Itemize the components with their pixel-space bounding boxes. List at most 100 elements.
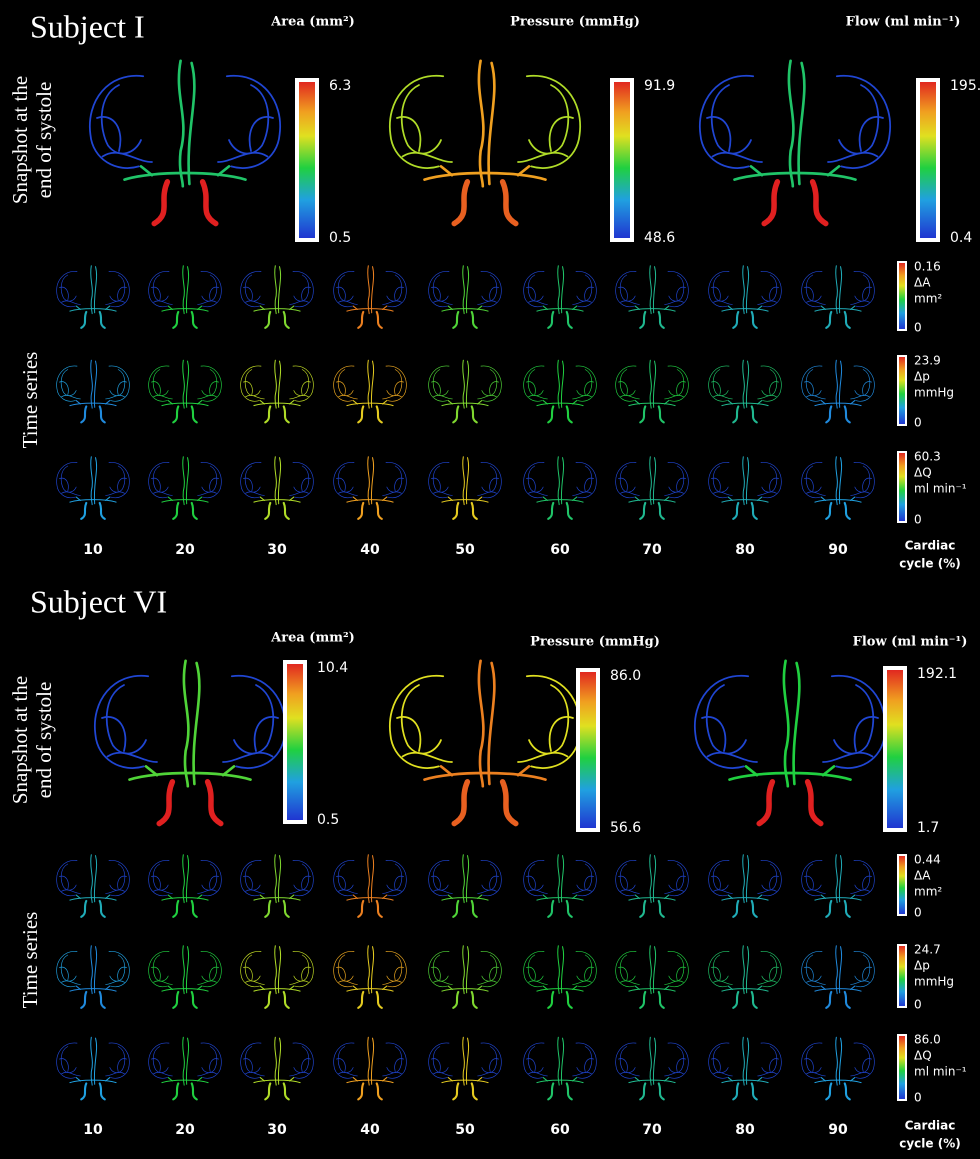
vessel-thumbnail: [241, 855, 314, 917]
vessel-thumbnail: [524, 1037, 597, 1099]
vessel-thumbnail: [241, 457, 314, 519]
vessel-thumbnail: [524, 457, 597, 519]
vessel-thumbnail: [802, 946, 875, 1008]
cycle-label: 40: [360, 1122, 380, 1138]
colorbar-unit: Δp: [914, 370, 930, 384]
vessel-thumbnail: [616, 1037, 689, 1099]
figure: Subject ISnapshot at theend of systoleTi…: [0, 0, 980, 1159]
cycle-label: 30: [267, 542, 287, 558]
colorbar: [885, 668, 905, 830]
cycle-label: 70: [642, 1122, 662, 1138]
colorbar: [898, 945, 906, 1007]
vessel-thumbnail: [616, 855, 689, 917]
colorbar-min: 0: [914, 513, 922, 527]
snapshot-label: Snapshot at the: [8, 76, 32, 204]
vessel-thumbnail: [57, 266, 130, 328]
colorbar-min: 0: [914, 998, 922, 1012]
vessel-thumbnail: [709, 360, 782, 422]
snapshot-label: end of systole: [32, 82, 56, 199]
time-series-label: Time series: [18, 352, 42, 449]
vessel-thumbnail: [57, 855, 130, 917]
vessel-thumbnail: [334, 946, 407, 1008]
vessel-thumbnail: [149, 266, 222, 328]
colorbar-min: 0.5: [317, 812, 339, 828]
colorbar: [898, 1035, 906, 1100]
colorbar-unit: ΔQ: [914, 1049, 932, 1063]
colorbar: [578, 670, 598, 830]
colorbar-max: 24.7: [914, 943, 941, 957]
vessel-thumbnail: [616, 946, 689, 1008]
colorbar-max: 86.0: [610, 668, 641, 684]
vessel-thumbnail: [802, 457, 875, 519]
colorbar-title: Flow (ml min⁻¹): [853, 635, 968, 650]
cycle-label: 30: [267, 1122, 287, 1138]
colorbar-unit: ΔA: [914, 869, 931, 883]
vessel-thumbnail: [429, 457, 502, 519]
colorbar-min: 0.5: [329, 230, 351, 246]
vessel-thumbnail: [802, 266, 875, 328]
vessel-snapshot: [390, 61, 580, 224]
vessel-thumbnail: [57, 360, 130, 422]
cycle-axis-label: Cardiac: [905, 539, 956, 553]
vessel-thumbnail: [524, 266, 597, 328]
vessel-thumbnail: [524, 360, 597, 422]
cycle-label: 20: [175, 1122, 195, 1138]
cycle-label: 90: [828, 542, 848, 558]
vessel-thumbnail: [802, 1037, 875, 1099]
colorbar-title: Area (mm²): [270, 15, 355, 30]
colorbar-unit: mmHg: [914, 975, 954, 989]
colorbar: [612, 80, 632, 240]
cycle-label: 60: [550, 542, 570, 558]
vessel-thumbnail: [57, 457, 130, 519]
colorbar-max: 6.3: [329, 78, 351, 94]
colorbar-unit: mm²: [914, 885, 942, 899]
colorbar-max: 195.1: [950, 78, 980, 94]
vessel-thumbnail: [616, 266, 689, 328]
colorbar-min: 0: [914, 906, 922, 920]
cycle-axis-label: Cardiac: [905, 1119, 956, 1133]
vessel-thumbnail: [334, 855, 407, 917]
colorbar: [898, 855, 906, 915]
cycle-label: 50: [455, 542, 475, 558]
vessel-thumbnail: [524, 946, 597, 1008]
colorbar: [297, 80, 317, 240]
cycle-label: 10: [83, 542, 103, 558]
vessel-thumbnail: [709, 457, 782, 519]
colorbar-title: Area (mm²): [270, 631, 355, 646]
vessel-thumbnail: [334, 457, 407, 519]
vessel-thumbnail: [429, 266, 502, 328]
snapshot-label: end of systole: [32, 682, 56, 799]
vessel-thumbnail: [149, 1037, 222, 1099]
vessel-snapshot: [695, 661, 885, 824]
vessel-thumbnail: [334, 1037, 407, 1099]
cycle-axis-label: cycle (%): [899, 1137, 960, 1151]
vessel-thumbnail: [241, 1037, 314, 1099]
vessel-thumbnail: [709, 1037, 782, 1099]
cycle-label: 20: [175, 542, 195, 558]
vessel-thumbnail: [524, 855, 597, 917]
colorbar-min: 0.4: [950, 230, 972, 246]
vessel-thumbnail: [429, 1037, 502, 1099]
time-series-label: Time series: [18, 912, 42, 1009]
colorbar-max: 60.3: [914, 450, 941, 464]
colorbar-min: 0: [914, 416, 922, 430]
colorbar-max: 91.9: [644, 78, 675, 94]
colorbar-max: 86.0: [914, 1033, 941, 1047]
colorbar: [918, 80, 938, 240]
colorbar-min: 0: [914, 321, 922, 335]
vessel-thumbnail: [709, 946, 782, 1008]
colorbar: [898, 262, 906, 330]
vessel-thumbnail: [429, 360, 502, 422]
colorbar-max: 10.4: [317, 660, 348, 676]
cycle-label: 90: [828, 1122, 848, 1138]
colorbar: [898, 356, 906, 425]
vessel-thumbnail: [149, 855, 222, 917]
subject-title: Subject I: [30, 8, 145, 44]
vessel-thumbnail: [334, 266, 407, 328]
colorbar-min: 0: [914, 1091, 922, 1105]
colorbar-max: 23.9: [914, 354, 941, 368]
cycle-label: 70: [642, 542, 662, 558]
vessel-snapshot: [95, 661, 285, 824]
vessel-thumbnail: [334, 360, 407, 422]
vessel-thumbnail: [241, 946, 314, 1008]
